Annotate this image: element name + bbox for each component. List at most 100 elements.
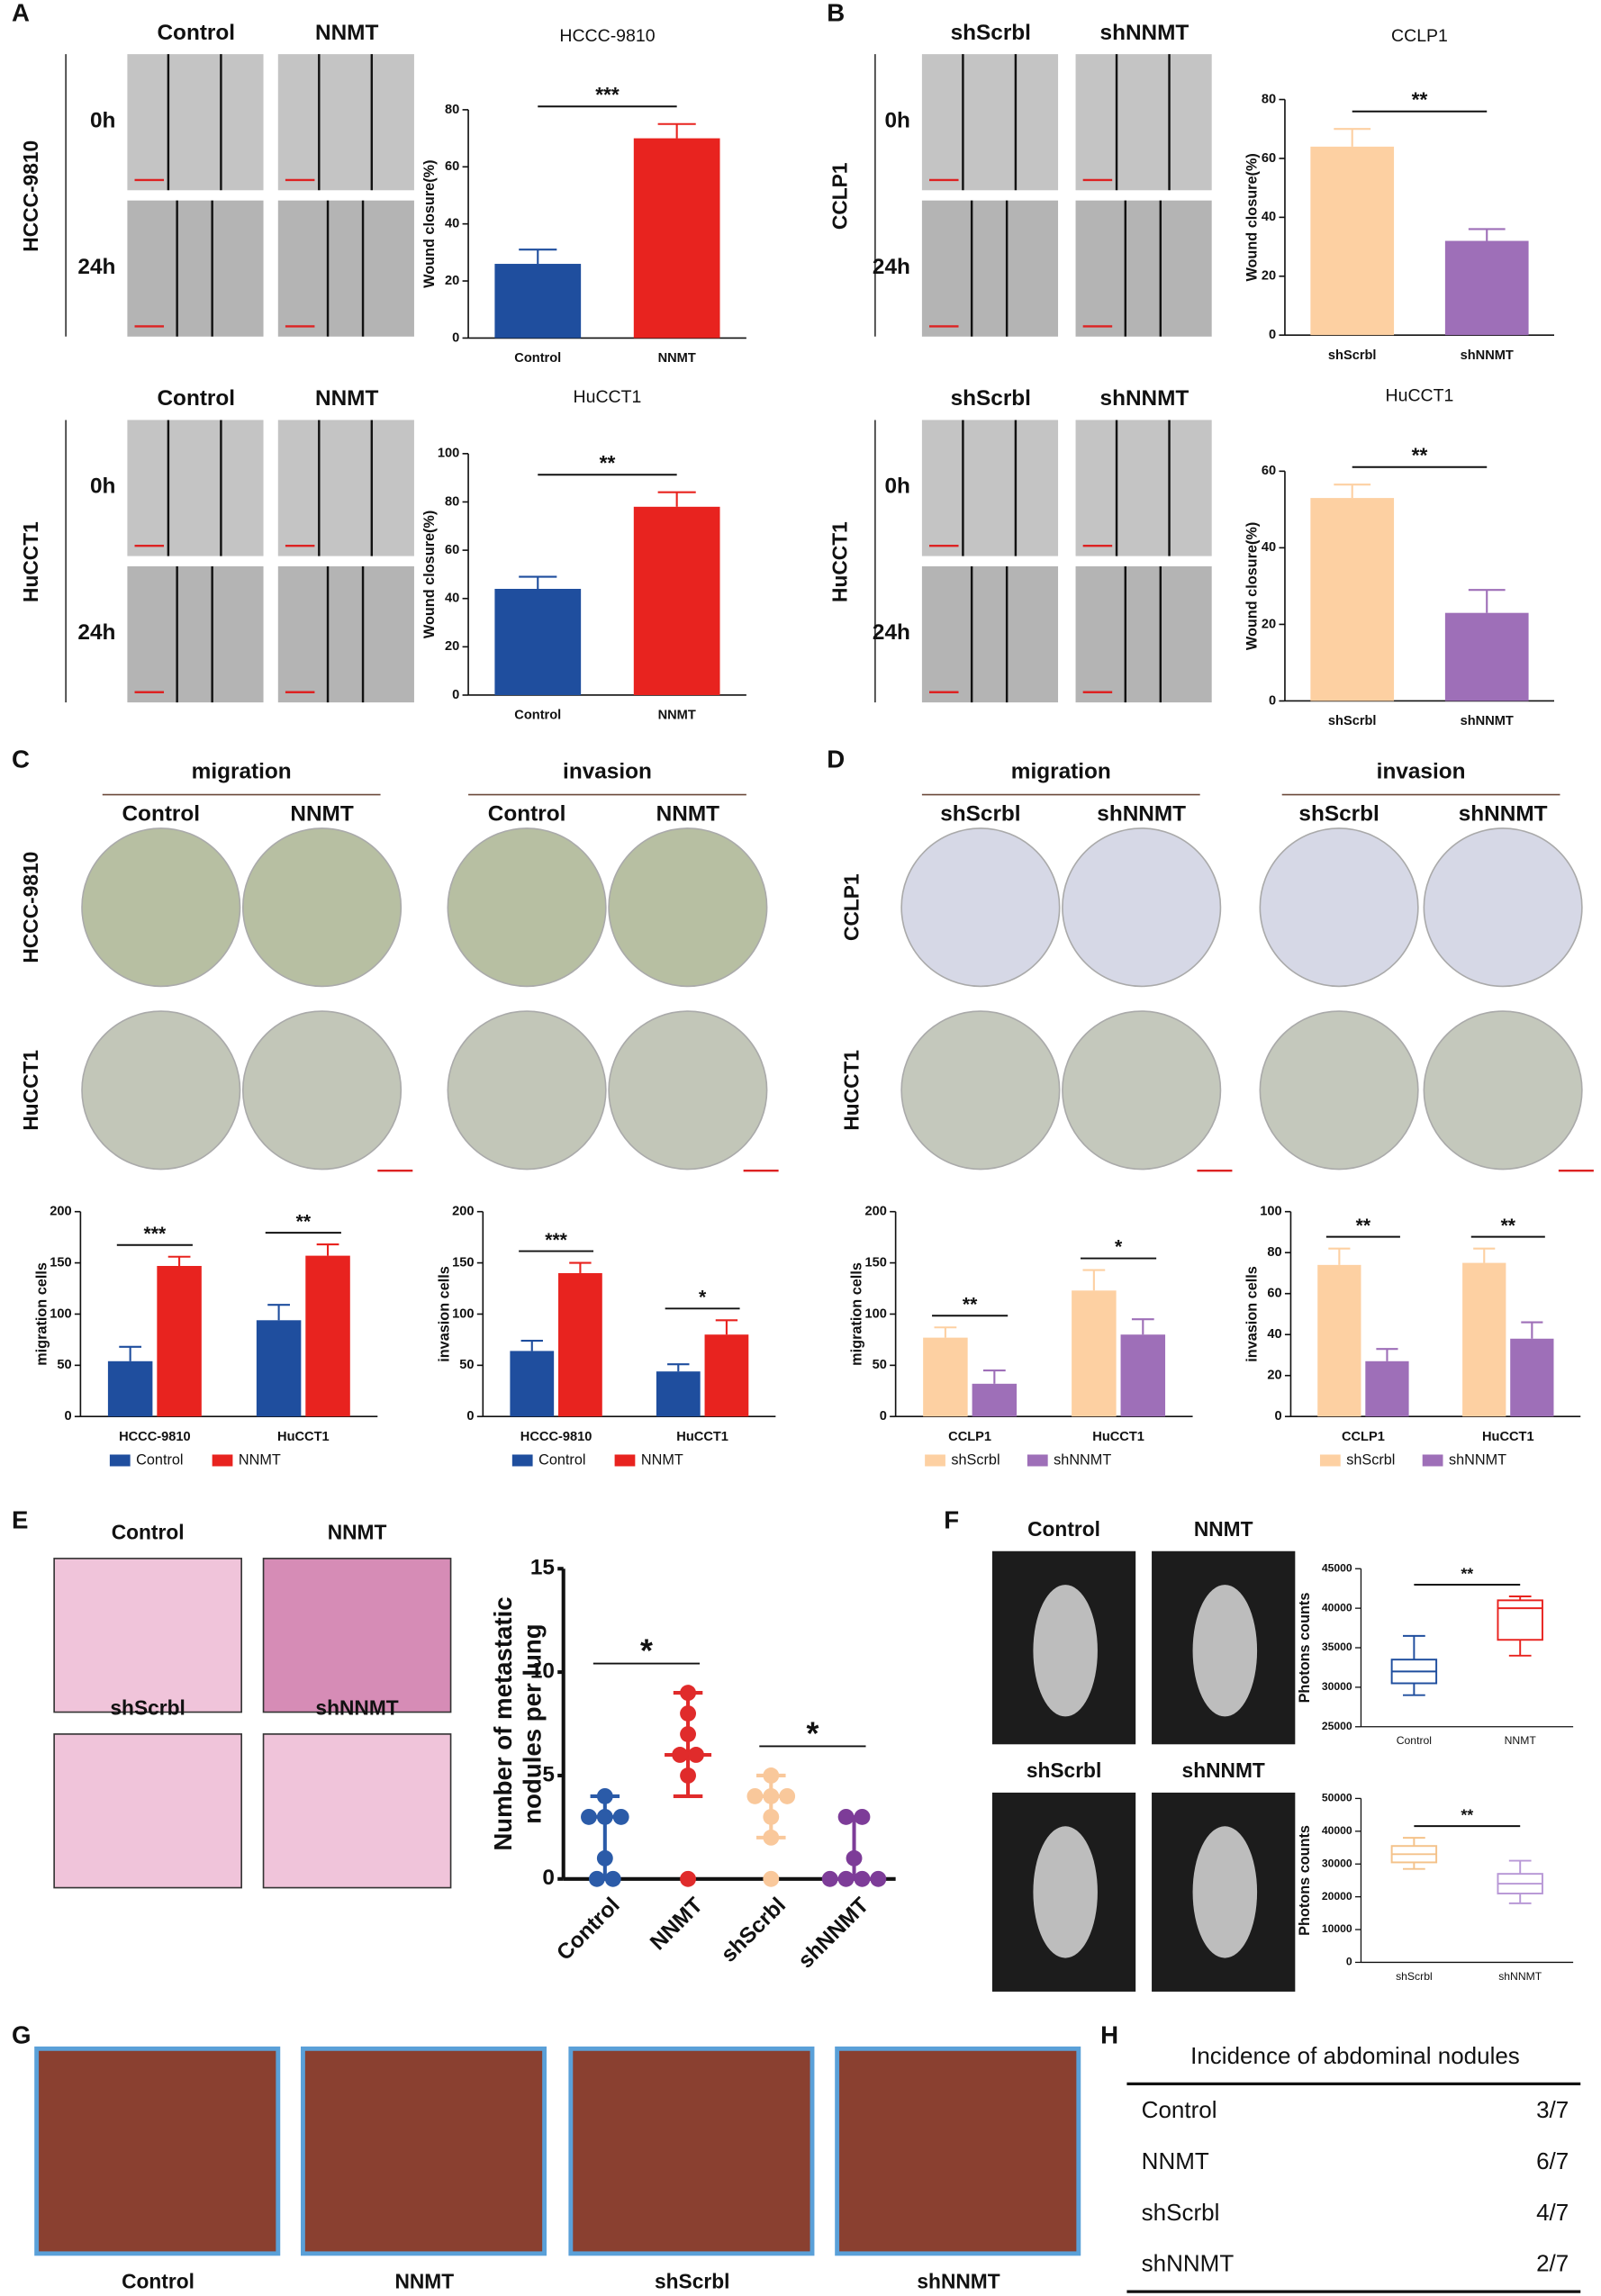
transwell-image [608, 827, 768, 988]
y-axis-label: Wound closure(%) [1244, 153, 1260, 281]
legend-swatch [109, 1454, 131, 1467]
y-tick-label: 0 [452, 330, 459, 345]
wound-image [921, 54, 1059, 191]
wound-image [1075, 565, 1212, 703]
mouse [1192, 1585, 1258, 1717]
wound-image [1075, 420, 1212, 556]
bar [633, 138, 720, 339]
y-tick-label: 100 [452, 1306, 474, 1321]
y-axis-label: Wound closure(%) [421, 511, 438, 638]
column-label: shNNMT [1459, 802, 1548, 827]
x-tick-label: CCLP1 [1342, 1430, 1385, 1444]
significance-label: *** [545, 1230, 567, 1251]
x-tick-label: NNMT [658, 351, 696, 366]
column-label: Control [157, 21, 235, 45]
point [612, 1808, 629, 1825]
y-tick-label: 10 [530, 1659, 555, 1684]
y-tick-label: 0 [1269, 328, 1276, 342]
column-label: shScrbl [951, 21, 1031, 45]
y-tick-label: 150 [864, 1255, 886, 1270]
table-cell: NNMT [1142, 2147, 1209, 2174]
transwell-image [1259, 827, 1419, 988]
table-cell: 4/7 [1536, 2199, 1569, 2226]
row-label: 24h [77, 255, 115, 279]
transwell-image [1259, 1010, 1419, 1171]
panel-letter: D [827, 745, 845, 773]
wound-image [921, 200, 1059, 337]
x-tick-label: NNMT [646, 1893, 708, 1955]
significance-label: * [1115, 1237, 1123, 1258]
wound-image [277, 420, 414, 556]
y-tick-label: 0 [880, 1409, 887, 1424]
chart-title: HCCC-9810 [559, 26, 655, 46]
column-label: Control [488, 802, 566, 827]
y-tick-label: 15 [530, 1556, 555, 1580]
y-axis-label: Number of metastatic [489, 1596, 517, 1850]
wound-image [921, 565, 1059, 703]
histology-image [53, 1733, 242, 1889]
bar [494, 589, 582, 695]
significance-label: * [699, 1287, 707, 1307]
column-label: shScrbl [940, 802, 1020, 827]
y-tick-label: 0 [1275, 1409, 1282, 1424]
image-label: shScrbl [655, 2269, 729, 2292]
y-tick-label: 45000 [1322, 1561, 1352, 1574]
significance-label: ** [296, 1211, 312, 1232]
wound-image [1075, 54, 1212, 191]
bar [494, 264, 582, 339]
significance-label: * [806, 1716, 819, 1752]
cell-line-label: HuCCT1 [828, 521, 852, 602]
y-tick-label: 60 [1262, 151, 1276, 166]
legend-swatch [1027, 1454, 1048, 1467]
image-label: Control [122, 2269, 194, 2292]
image-label: shScrbl [1027, 1758, 1101, 1782]
bar [1072, 1290, 1117, 1417]
point [763, 1870, 780, 1887]
legend-swatch [925, 1454, 945, 1467]
bar [1365, 1360, 1409, 1417]
x-tick-label: shScrbl [1328, 714, 1377, 728]
bar [1462, 1262, 1506, 1417]
image-label: Control [1027, 1517, 1100, 1541]
image-label: shNNMT [315, 1695, 398, 1719]
transwell-image [1423, 827, 1583, 988]
point [763, 1808, 780, 1825]
legend-swatch [1422, 1454, 1443, 1467]
y-tick-label: 40 [1267, 1327, 1281, 1342]
point [846, 1849, 863, 1867]
x-tick-label: shScrbl [717, 1894, 791, 1967]
necropsy-image [300, 2046, 547, 2256]
point [680, 1685, 696, 1702]
bar [256, 1320, 302, 1417]
image-label: NNMT [328, 1520, 387, 1543]
point [688, 1747, 704, 1763]
point [680, 1767, 696, 1784]
bar [704, 1334, 749, 1417]
x-tick-label: NNMT [1505, 1734, 1537, 1747]
bar [510, 1351, 555, 1417]
image-label: shScrbl [110, 1695, 185, 1719]
x-tick-label: NNMT [658, 709, 696, 723]
bar [1510, 1338, 1554, 1417]
legend-swatch [212, 1454, 233, 1467]
panel-letter: F [944, 1506, 959, 1534]
point [680, 1870, 696, 1887]
table-cell: shScrbl [1142, 2199, 1220, 2226]
column-label: Control [157, 386, 235, 411]
y-tick-label: 20 [445, 274, 459, 288]
y-axis-label: Wound closure(%) [421, 159, 438, 287]
significance-label: ** [1461, 1564, 1473, 1582]
group-title: migration [192, 760, 292, 784]
wound-image [277, 565, 414, 703]
mouse [1033, 1826, 1098, 1958]
x-tick-label: shNNMT [1498, 1970, 1542, 1983]
x-tick-label: shNNMT [793, 1893, 873, 1973]
point [854, 1870, 871, 1887]
x-tick-label: HuCCT1 [1482, 1430, 1534, 1444]
y-tick-label: 150 [50, 1255, 71, 1270]
row-label: HuCCT1 [19, 1050, 42, 1131]
row-label: 24h [77, 620, 115, 645]
x-tick-label: HuCCT1 [277, 1430, 330, 1444]
row-label: 0h [90, 108, 115, 132]
